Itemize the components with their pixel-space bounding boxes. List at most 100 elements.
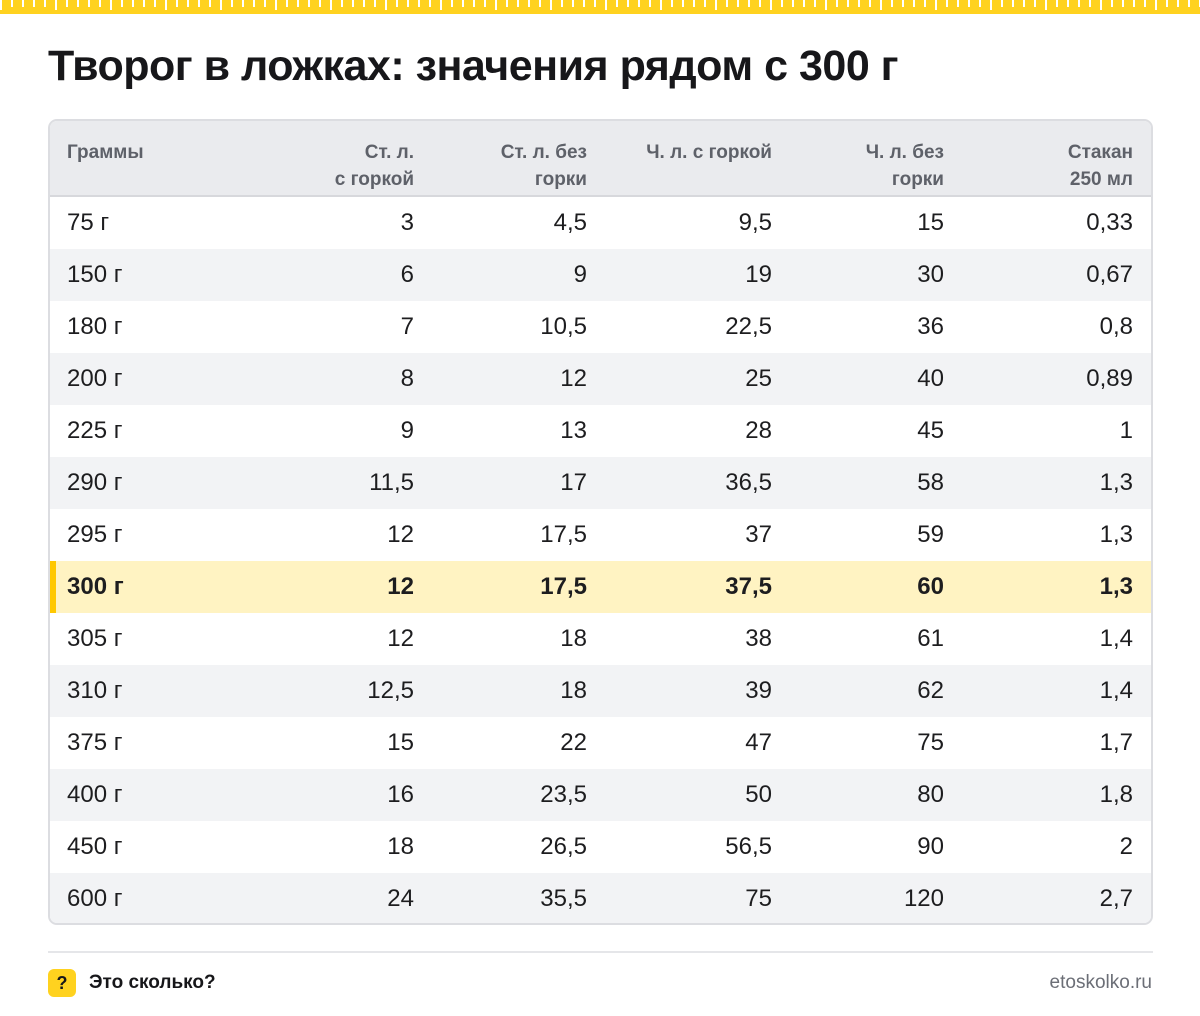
footer-divider xyxy=(48,951,1153,953)
cell-grams: 375 г xyxy=(67,729,123,756)
cell-glass: 1,3 xyxy=(1099,573,1133,600)
cell-tbsp-heaped: 11,5 xyxy=(369,469,414,496)
cell-tbsp-level: 35,5 xyxy=(540,885,587,912)
cell-tbsp-level: 18 xyxy=(560,677,587,704)
cell-tbsp-heaped: 12,5 xyxy=(367,677,414,704)
cell-tbsp-level: 9 xyxy=(573,261,587,288)
cell-grams: 225 г xyxy=(67,417,123,444)
cell-tbsp-heaped: 9 xyxy=(400,417,414,444)
cell-tsp-level: 60 xyxy=(917,573,944,600)
cell-tsp-level: 90 xyxy=(917,833,944,860)
cell-grams: 180 г xyxy=(67,313,123,340)
cell-tbsp-heaped: 16 xyxy=(387,781,414,808)
cell-grams: 450 г xyxy=(67,833,123,860)
cell-grams: 400 г xyxy=(67,781,123,808)
cell-tbsp-heaped: 8 xyxy=(400,365,414,392)
table-row: 295 г 12 17,5 37 59 1,3 xyxy=(50,509,1151,561)
cell-tbsp-level: 10,5 xyxy=(540,313,587,340)
cell-glass: 0,8 xyxy=(1099,313,1133,340)
cell-tbsp-level: 12 xyxy=(560,365,587,392)
cell-tbsp-level: 23,5 xyxy=(540,781,587,808)
table-row: 450 г 18 26,5 56,5 90 2 xyxy=(50,821,1151,873)
cell-tsp-heaped: 37 xyxy=(745,521,772,548)
cell-tsp-heaped: 47 xyxy=(745,729,772,756)
table-row: 400 г 16 23,5 50 80 1,8 xyxy=(50,769,1151,821)
header-tsp-heaped: Ч. л. с горкой xyxy=(646,142,772,163)
highlight-bar xyxy=(50,561,56,613)
cell-tsp-level: 61 xyxy=(917,625,944,652)
cell-tbsp-heaped: 24 xyxy=(387,885,414,912)
cell-tsp-heaped: 19 xyxy=(745,261,772,288)
cell-tsp-heaped: 38 xyxy=(745,625,772,652)
cell-grams: 310 г xyxy=(67,677,123,704)
table-row: 75 г 3 4,5 9,5 15 0,33 xyxy=(50,197,1151,249)
table-row: 200 г 8 12 25 40 0,89 xyxy=(50,353,1151,405)
cell-grams: 305 г xyxy=(67,625,123,652)
cell-grams: 200 г xyxy=(67,365,123,392)
cell-tsp-heaped: 9,5 xyxy=(738,209,772,236)
header-tbsp-heaped: Ст. л. с горкой xyxy=(334,142,414,190)
cell-glass: 1,3 xyxy=(1099,521,1133,548)
cell-tbsp-heaped: 12 xyxy=(387,521,414,548)
table-row: 375 г 15 22 47 75 1,7 xyxy=(50,717,1151,769)
cell-grams: 600 г xyxy=(67,885,123,912)
cell-tsp-heaped: 22,5 xyxy=(725,313,772,340)
header-tbsp-level: Ст. л. без горки xyxy=(500,142,587,190)
cell-tbsp-heaped: 3 xyxy=(400,209,414,236)
table-header: Граммы Ст. л. с горкой Ст. л. без горки … xyxy=(50,121,1151,197)
table-row: 600 г 24 35,5 75 120 2,7 xyxy=(50,873,1151,923)
cell-tbsp-level: 4,5 xyxy=(553,209,587,236)
table-row: 305 г 12 18 38 61 1,4 xyxy=(50,613,1151,665)
page-title: Творог в ложках: значения рядом с 300 г xyxy=(48,42,899,90)
cell-tsp-level: 45 xyxy=(917,417,944,444)
site-url: etoskolko.ru xyxy=(1049,972,1152,993)
cell-tsp-level: 80 xyxy=(917,781,944,808)
cell-tbsp-heaped: 7 xyxy=(400,313,414,340)
cell-tbsp-heaped: 12 xyxy=(387,625,414,652)
table-row: 180 г 7 10,5 22,5 36 0,8 xyxy=(50,301,1151,353)
cell-glass: 1 xyxy=(1119,417,1133,444)
cell-tsp-level: 58 xyxy=(917,469,944,496)
table-body: 75 г 3 4,5 9,5 15 0,33 150 г 6 9 19 30 0,67 180 г 7 10… xyxy=(50,197,1151,923)
cell-tsp-heaped: 37,5 xyxy=(725,573,772,600)
cell-glass: 1,7 xyxy=(1099,729,1133,756)
conversion-table: Граммы Ст. л. с горкой Ст. л. без горки … xyxy=(48,119,1153,925)
cell-glass: 1,4 xyxy=(1099,625,1133,652)
cell-grams: 150 г xyxy=(67,261,123,288)
cell-tsp-heaped: 28 xyxy=(745,417,772,444)
cell-glass: 2 xyxy=(1119,833,1133,860)
ruler-decoration xyxy=(0,0,1200,14)
cell-tbsp-heaped: 12 xyxy=(387,573,414,600)
cell-glass: 1,3 xyxy=(1099,469,1133,496)
cell-tsp-level: 40 xyxy=(917,365,944,392)
cell-tbsp-level: 22 xyxy=(560,729,587,756)
header-tsp-level: Ч. л. без горки xyxy=(865,142,944,190)
cell-grams: 75 г xyxy=(67,209,110,236)
cell-glass: 0,33 xyxy=(1086,209,1133,236)
cell-glass: 2,7 xyxy=(1099,885,1133,912)
cell-tbsp-level: 17,5 xyxy=(540,573,587,600)
cell-glass: 1,8 xyxy=(1099,781,1133,808)
cell-glass: 1,4 xyxy=(1099,677,1133,704)
cell-tsp-level: 36 xyxy=(917,313,944,340)
cell-grams: 300 г xyxy=(67,573,124,600)
cell-tbsp-heaped: 6 xyxy=(400,261,414,288)
cell-tbsp-level: 17,5 xyxy=(540,521,587,548)
table-row: 225 г 9 13 28 45 1 xyxy=(50,405,1151,457)
cell-tsp-heaped: 56,5 xyxy=(725,833,772,860)
cell-grams: 295 г xyxy=(67,521,123,548)
cell-tbsp-level: 17 xyxy=(560,469,587,496)
table-row: 310 г 12,5 18 39 62 1,4 xyxy=(50,665,1151,717)
cell-tsp-heaped: 25 xyxy=(745,365,772,392)
cell-tsp-heaped: 39 xyxy=(745,677,772,704)
cell-tbsp-level: 18 xyxy=(560,625,587,652)
cell-tsp-level: 62 xyxy=(917,677,944,704)
cell-glass: 0,67 xyxy=(1086,261,1133,288)
cell-tsp-heaped: 50 xyxy=(745,781,772,808)
cell-tsp-level: 59 xyxy=(917,521,944,548)
question-badge-icon: ? xyxy=(48,969,76,997)
cell-tsp-level: 120 xyxy=(903,885,944,912)
cell-tbsp-level: 26,5 xyxy=(540,833,587,860)
cell-glass: 0,89 xyxy=(1086,365,1133,392)
cell-tsp-level: 75 xyxy=(917,729,944,756)
